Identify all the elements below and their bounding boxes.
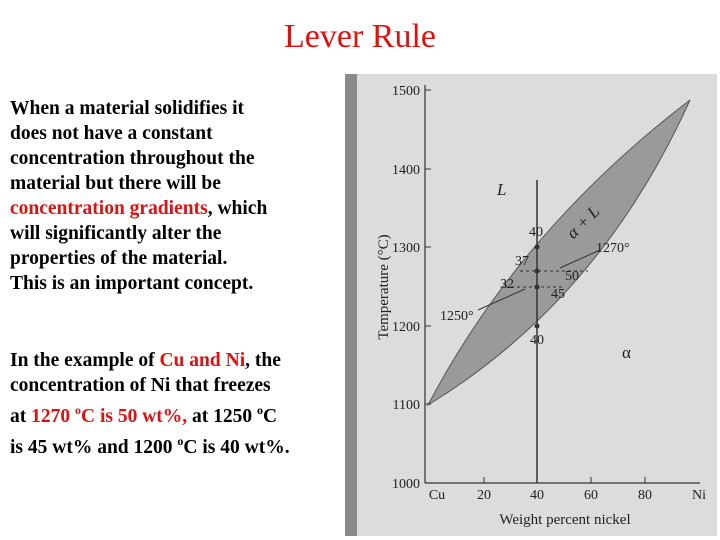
text-segment: at 1250 <box>187 406 258 427</box>
region-label: α <box>622 343 631 362</box>
paragraph: When a material solidifies it does not ha… <box>10 96 267 296</box>
text-line: This is an important concept. <box>10 271 267 296</box>
y-tick-label: 1200 <box>392 320 420 335</box>
text-segment: When a material solidifies it <box>10 98 244 119</box>
y-tick-label: 1100 <box>393 398 420 413</box>
text-segment: concentration of Ni that freezes <box>10 375 271 396</box>
state-points <box>534 244 540 329</box>
text-segment: In the example of <box>10 350 160 371</box>
superscript: o <box>177 434 184 448</box>
x-tick-label: 60 <box>584 488 598 503</box>
text-line: properties of the material. <box>10 246 267 271</box>
superscript: o <box>75 403 81 417</box>
text-segment: will significantly alter the <box>10 223 222 244</box>
y-tick-label: 1500 <box>392 84 420 99</box>
text-line: concentration gradients, which <box>10 196 267 221</box>
x-tick-label: 40 <box>530 488 544 503</box>
paragraph: In the example of Cu and Ni, the concentr… <box>10 348 290 460</box>
x-axis-label: Weight percent nickel <box>499 512 630 528</box>
text-segment: , the <box>245 350 281 371</box>
annotation: 32 <box>500 277 514 292</box>
slide-title: Lever Rule <box>284 18 436 55</box>
text-segment: 1270 <box>31 406 75 427</box>
region-label: L <box>496 180 506 199</box>
annotation: 45 <box>551 287 565 302</box>
text-line: will significantly alter the <box>10 221 267 246</box>
text-segment: at <box>10 406 32 427</box>
two-phase-region <box>426 99 691 407</box>
text-segment: concentration gradients <box>10 198 208 219</box>
y-tick-label: 1300 <box>392 241 420 256</box>
y-tick-label: 1000 <box>392 477 420 492</box>
y-tick-label: 1400 <box>392 163 420 178</box>
text-line: In the example of Cu and Ni, the <box>10 348 290 373</box>
x-tick-label: Ni <box>692 488 706 503</box>
text-segment: C <box>263 406 278 427</box>
leader-line <box>477 288 526 311</box>
superscript: o <box>257 403 264 417</box>
scan-edge <box>345 74 357 536</box>
text-segment: C is 40 wt%. <box>183 437 290 458</box>
text-line: does not have a constant <box>10 121 267 146</box>
text-segment: properties of the material. <box>10 248 228 269</box>
annotation: 37 <box>515 254 529 269</box>
annotation: 50 <box>565 269 579 284</box>
x-tick-label: 80 <box>638 488 652 503</box>
leader-line <box>559 249 601 269</box>
text-segment: is 45 wt% and 1200 <box>10 437 178 458</box>
text-segment: concentration throughout the <box>10 148 255 169</box>
text-segment: does not have a constant <box>10 123 213 144</box>
x-tick-label: 20 <box>477 488 491 503</box>
annotation: 1270° <box>596 241 630 256</box>
text-line: is 45 wt% and 1200 oC is 40 wt%. <box>10 429 290 460</box>
text-line: concentration of Ni that freezes <box>10 373 290 398</box>
text-segment: This is an important concept. <box>10 273 254 294</box>
text-segment: material but there will be <box>10 173 221 194</box>
text-line: concentration throughout the <box>10 146 267 171</box>
annotation: 1250° <box>440 309 474 324</box>
annotation: 40 <box>529 225 543 240</box>
text-segment: C is 50 wt%, <box>81 406 188 427</box>
y-axis-label: Temperature (°C) <box>376 234 392 339</box>
annotation: 40 <box>530 333 544 348</box>
text-line: material but there will be <box>10 171 267 196</box>
text-line: at 1270 oC is 50 wt%, at 1250 oC <box>10 398 290 429</box>
text-line: When a material solidifies it <box>10 96 267 121</box>
x-tick-label: Cu <box>429 488 445 503</box>
text-segment: , which <box>207 198 268 219</box>
text-segment: Cu and Ni <box>159 350 246 371</box>
